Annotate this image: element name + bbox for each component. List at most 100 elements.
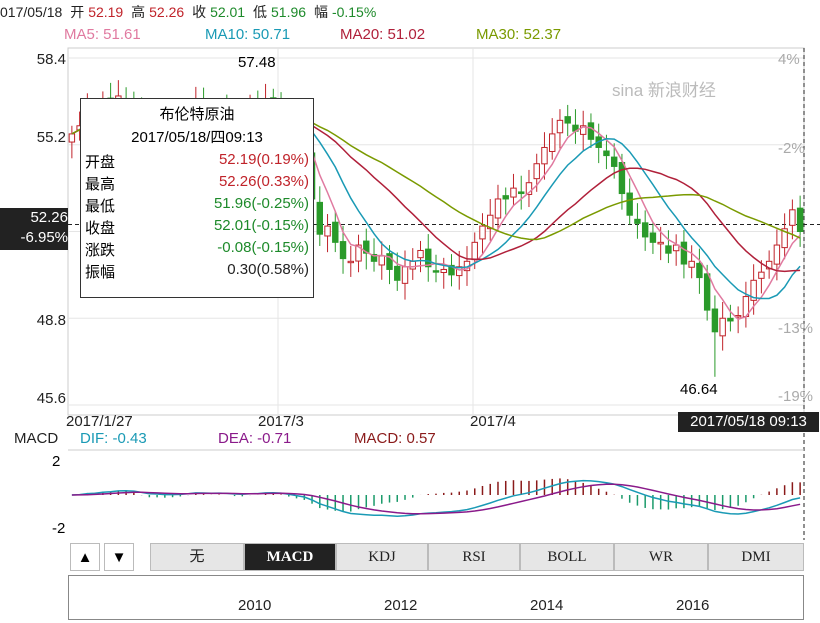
candle-body [401, 266, 409, 284]
x-label-mar: 2017/3 [258, 413, 304, 430]
candle-body [773, 244, 781, 265]
macd-dif-legend: DIF: -0.43 [80, 430, 147, 447]
x-label-jan: 2017/1/27 [66, 413, 133, 430]
candle-body [556, 119, 564, 134]
tab-boll[interactable]: BOLL [520, 543, 614, 571]
high-value: 52.26 [149, 4, 185, 20]
candle-body [339, 241, 347, 260]
candle-body [316, 201, 324, 235]
macd-tick-neg2: -2 [52, 520, 66, 537]
nav-year-2014: 2014 [530, 597, 564, 614]
macd-dea-legend: DEA: -0.71 [218, 430, 292, 447]
tab-macd[interactable]: MACD [244, 543, 336, 571]
candle-body [727, 317, 734, 322]
nav-year-2010: 2010 [238, 597, 272, 614]
candle-body [688, 260, 695, 268]
tab-wr[interactable]: WR [614, 543, 708, 571]
current-pct: -6.95% [20, 229, 68, 246]
tooltip-key: 开盘 [85, 154, 116, 171]
candle-body [541, 146, 548, 165]
indicator-tabs: ▲ ▼ 无 MACD KDJ RSI BOLL WR DMI [70, 541, 804, 574]
pct-tick-neg19: -19% [778, 388, 814, 405]
open-label: 开 [70, 4, 85, 20]
candle-body [533, 163, 540, 180]
candle-body [68, 133, 76, 143]
ohlc-tooltip: 布伦特原油 2017/05/18/四09:13 开盘 52.19(0.19%) 最… [80, 98, 314, 298]
max-price-label: 57.48 [238, 54, 276, 71]
candle-body [355, 244, 362, 262]
candle-body [610, 156, 618, 167]
candle-body [479, 225, 486, 240]
candle-body [618, 161, 626, 195]
tab-kdj[interactable]: KDJ [336, 543, 428, 571]
candle-body [548, 133, 556, 152]
tooltip-key: 涨跌 [85, 242, 116, 259]
current-price-badge: 52.26 -6.95% [0, 208, 68, 250]
candle-body [758, 271, 765, 279]
candle-body [487, 214, 494, 230]
price-tick-45-6: 45.6 [36, 390, 66, 407]
candle-body [394, 265, 401, 281]
candle-body [471, 241, 478, 261]
tooltip-title: 布伦特原油 [159, 106, 235, 123]
candle-body [332, 221, 339, 243]
ma30-legend: MA30: 52.37 [476, 26, 562, 43]
low-value: 51.96 [271, 4, 307, 20]
candle-body [448, 264, 455, 276]
candle-body [634, 218, 641, 224]
tab-none[interactable]: 无 [150, 543, 244, 571]
candle-body [719, 317, 726, 337]
quote-date: 017/05/18 [0, 4, 63, 20]
candle-body [750, 279, 757, 301]
ma5-legend: MA5: 51.61 [64, 26, 141, 43]
quote-header: 017/05/18 开 52.19 高 52.26 收 52.01 低 51.96 幅-… [0, 2, 380, 22]
pct-tick-4: 4% [778, 51, 800, 68]
range-navigator[interactable] [68, 575, 804, 620]
sina-watermark-logo: sina 新浪财经 [612, 81, 716, 100]
candle-body [502, 195, 509, 200]
candle-body [579, 125, 587, 135]
x-label-apr: 2017/4 [470, 413, 516, 430]
candle-body [665, 245, 672, 254]
candle-body [378, 255, 385, 266]
pct-tick-neg13: -13% [778, 320, 814, 337]
crosshair-time-badge: 2017/05/18 09:13 [678, 412, 819, 432]
amp-value: -0.15% [331, 4, 377, 20]
candle-body [370, 253, 378, 262]
candle-body [456, 266, 463, 277]
tooltip-row-close: 收盘 52.01(-0.15%) [81, 215, 313, 237]
scroll-down-button[interactable]: ▼ [104, 543, 134, 571]
tooltip-value: 52.19(0.19%) [218, 151, 309, 168]
scroll-up-button[interactable]: ▲ [70, 543, 100, 571]
candle-body [587, 122, 595, 140]
close-label: 收 [192, 4, 207, 20]
candle-body [324, 225, 331, 237]
candle-body [386, 253, 393, 270]
nav-year-2012: 2012 [384, 597, 418, 614]
price-tick-58-4: 58.4 [36, 51, 66, 68]
tab-rsi[interactable]: RSI [428, 543, 520, 571]
candle-body [440, 268, 447, 273]
candle-body [711, 308, 719, 333]
candle-body [417, 249, 424, 259]
candle-body [432, 270, 440, 273]
tooltip-key: 振幅 [85, 264, 116, 281]
candle-body [672, 244, 680, 252]
price-tick-48-8: 48.8 [36, 312, 66, 329]
tooltip-value: 52.26(0.33%) [218, 173, 309, 190]
tooltip-value: 0.30(0.58%) [227, 261, 309, 278]
candle-body [796, 207, 804, 232]
candle-body [494, 198, 502, 219]
candle-body [525, 182, 533, 195]
candle-body [789, 209, 796, 226]
ma10-legend: MA10: 50.71 [205, 26, 291, 43]
candle-body [409, 260, 416, 270]
tooltip-value: -0.08(-0.15%) [217, 239, 309, 256]
tooltip-key: 最高 [85, 176, 116, 193]
macd-dea-line [71, 483, 801, 515]
low-label: 低 [253, 4, 267, 20]
tooltip-row-high: 最高 52.26(0.33%) [81, 171, 313, 193]
candle-body [657, 241, 664, 245]
tab-dmi[interactable]: DMI [708, 543, 804, 571]
